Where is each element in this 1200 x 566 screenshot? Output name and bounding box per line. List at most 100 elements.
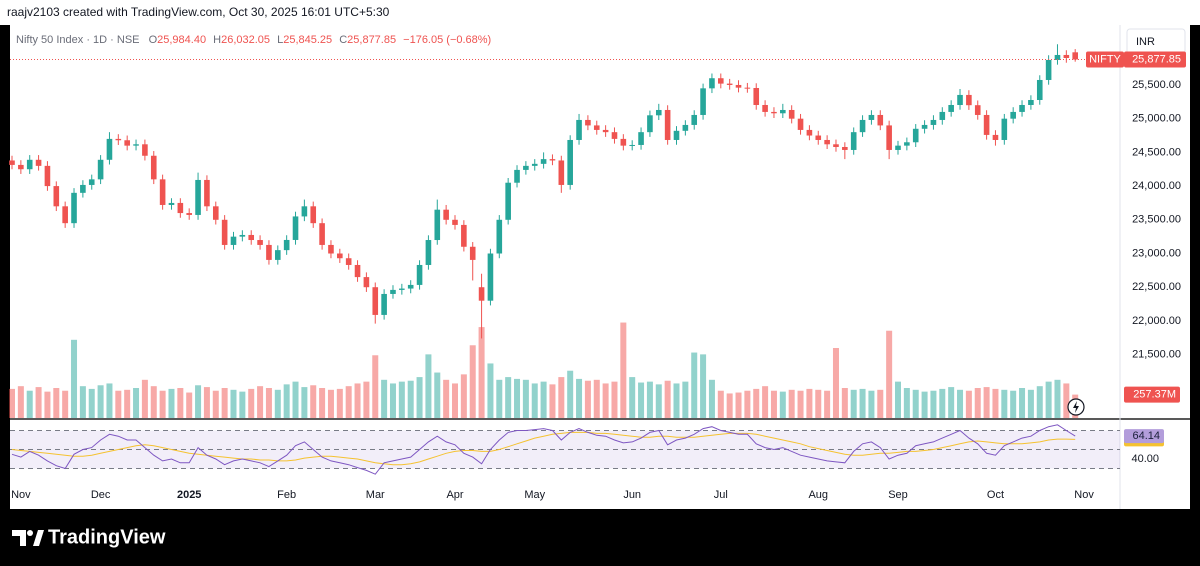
volume-bar: [850, 389, 857, 418]
candle-body: [585, 119, 591, 126]
volume-bar: [549, 384, 556, 418]
rsi-tag-box: [1124, 429, 1164, 444]
volume-bar: [133, 388, 140, 418]
volume-bar: [744, 390, 751, 418]
legend-value: 26,032.05: [221, 34, 270, 46]
volume-bar: [965, 390, 972, 418]
volume-bar: [974, 388, 981, 418]
candle-body: [496, 219, 503, 254]
volume-tag: 257.37M: [1133, 389, 1176, 401]
volume-bar: [1045, 381, 1052, 418]
candle-body: [1072, 52, 1078, 60]
volume-bar: [912, 389, 919, 418]
volume-bar: [682, 381, 689, 418]
candle-body: [655, 109, 662, 116]
logo-dot: [27, 530, 33, 536]
candle-body: [80, 184, 86, 193]
volume-bar: [292, 381, 299, 418]
legend-key: O: [149, 34, 158, 46]
candle-body: [558, 160, 565, 185]
candle-body: [886, 125, 892, 150]
volume-bar: [88, 388, 95, 418]
candle-body: [992, 134, 999, 140]
candle-body: [1054, 54, 1061, 60]
candle-body: [647, 115, 653, 133]
y-tick-label: 23,000.00: [1132, 247, 1181, 259]
candle-body: [531, 163, 538, 166]
candle-body: [726, 83, 733, 85]
volume-bar: [576, 378, 583, 418]
last-price-label: 25,877.85: [1132, 53, 1181, 65]
volume-bar: [762, 386, 769, 418]
candle-body: [159, 179, 166, 205]
candle-body: [407, 284, 414, 289]
candle-body: [168, 202, 175, 205]
candle-body: [26, 159, 33, 170]
candle-body: [788, 109, 795, 119]
candle-body: [780, 109, 786, 114]
volume-bar: [646, 381, 653, 418]
legend-value: 25,845.25: [283, 34, 332, 46]
volume-bar: [558, 377, 565, 418]
candle-body: [966, 94, 972, 106]
candle-body: [425, 240, 432, 265]
volume-bar: [611, 381, 618, 418]
volume-bar: [629, 377, 636, 418]
last-price-box: [1124, 51, 1186, 68]
legend-value: 25,877.85: [347, 34, 396, 46]
volume-bar: [186, 392, 193, 418]
volume-bar: [708, 379, 715, 418]
volume-bar: [301, 387, 308, 418]
candle-body: [266, 244, 272, 260]
brand-logo: [12, 530, 44, 546]
volume-bar: [514, 378, 521, 418]
volume-bar: [434, 372, 441, 418]
volume-bar: [655, 384, 662, 418]
volume-bar: [469, 345, 476, 418]
x-tick-label: Aug: [808, 489, 828, 501]
candle-body: [115, 138, 122, 141]
candle-body: [469, 246, 476, 260]
candle-body: [88, 179, 95, 185]
rsi-ma-line: [11, 431, 1076, 466]
candle-body: [399, 288, 405, 290]
candle-body: [195, 179, 201, 215]
candle-body: [301, 206, 308, 217]
candle-body: [106, 138, 113, 160]
candle-body: [514, 169, 520, 183]
candle-body: [833, 144, 839, 147]
volume-bar: [248, 388, 255, 418]
candle-body: [930, 119, 937, 125]
candle-body: [824, 139, 830, 145]
candle-body: [983, 114, 990, 135]
x-tick-label: 2025: [177, 489, 201, 501]
currency[interactable]: INR: [1136, 36, 1155, 48]
candle-body: [452, 219, 458, 225]
legend-key: H: [213, 34, 221, 46]
volume-bar: [460, 374, 467, 418]
candle-body: [868, 114, 875, 120]
candle-body: [620, 138, 627, 146]
candle-body: [248, 234, 255, 241]
candle-body: [576, 119, 582, 140]
volume-bar: [345, 386, 352, 418]
candle-body: [691, 114, 698, 125]
volume-bar: [443, 379, 450, 418]
volume-bar: [487, 363, 494, 418]
volume-bar: [283, 384, 290, 418]
x-tick-label: Jul: [714, 489, 728, 501]
volume-tag-box: [1124, 386, 1180, 403]
candle-body: [505, 182, 511, 220]
candle-body: [593, 125, 600, 130]
volume-bar: [638, 382, 645, 418]
candle-body: [478, 287, 485, 301]
volume-bar: [496, 379, 503, 418]
y-tick-label: 23,500.00: [1132, 214, 1181, 226]
candle-body: [142, 144, 148, 156]
candle-body: [292, 216, 299, 240]
legend-key: C: [339, 34, 347, 46]
volume-bar: [903, 388, 910, 418]
volume-bar: [832, 348, 839, 418]
volume-bar: [700, 354, 707, 418]
volume-bar: [1036, 386, 1043, 418]
